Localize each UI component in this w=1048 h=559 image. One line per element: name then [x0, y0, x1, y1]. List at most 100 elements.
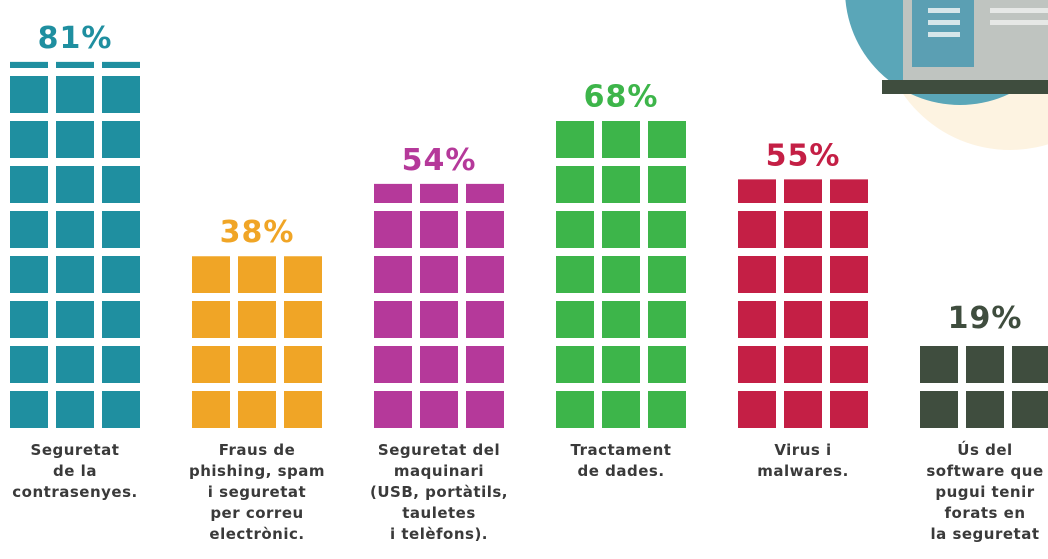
bar: [374, 166, 504, 428]
line: [928, 20, 960, 25]
bar-block: [784, 301, 822, 338]
bar-block: [56, 391, 94, 428]
bar-block: [648, 121, 686, 158]
bar-block: [420, 211, 458, 248]
bar-block: [738, 301, 776, 338]
bar-block: [602, 121, 640, 158]
bar-block: [10, 346, 48, 383]
bar-block: [420, 256, 458, 293]
bar-block: [102, 76, 140, 113]
bar-block: [466, 256, 504, 293]
bar-block: [466, 391, 504, 428]
bar-block: [920, 346, 958, 383]
bar: [920, 346, 1048, 428]
bar-block: [784, 391, 822, 428]
bar-block: [1012, 346, 1048, 383]
bar-block: [966, 346, 1004, 383]
category-label: Fraus de phishing, spam i seguretat per …: [172, 440, 342, 545]
bar-block: [830, 346, 868, 383]
bar-block: [920, 391, 958, 428]
bar-block: [830, 301, 868, 338]
laptop-base: [882, 80, 1048, 94]
bar-block: [192, 391, 230, 428]
bar-block: [602, 301, 640, 338]
bar-block: [556, 391, 594, 428]
bar-block: [284, 346, 322, 383]
bar: [10, 31, 140, 428]
bar-block: [466, 301, 504, 338]
bar-block: [602, 256, 640, 293]
bar: [192, 256, 322, 428]
category-label: Tractament de dades.: [536, 440, 706, 482]
bar-block: [10, 256, 48, 293]
bar-block: [738, 211, 776, 248]
value-label: 38%: [220, 215, 295, 250]
bar-block: [284, 301, 322, 338]
bar-block: [648, 256, 686, 293]
bar-block: [192, 346, 230, 383]
bar-block: [602, 391, 640, 428]
bar-block: [284, 391, 322, 428]
bar-block: [648, 346, 686, 383]
bar-block: [830, 391, 868, 428]
category-label: Ús del software que pugui tenir forats e…: [900, 440, 1048, 545]
category-label: Virus i malwares.: [718, 440, 888, 482]
bar-block: [374, 346, 412, 383]
bar-block: [648, 166, 686, 203]
bar-block: [238, 301, 276, 338]
bar-block: [556, 256, 594, 293]
bar-block: [420, 301, 458, 338]
bar-block: [284, 256, 322, 293]
bar-block: [556, 346, 594, 383]
bar-block: [102, 166, 140, 203]
bar-block: [648, 301, 686, 338]
bar-block: [602, 346, 640, 383]
bar-block: [56, 166, 94, 203]
bar-block: [738, 256, 776, 293]
laptop-illustration: [845, 0, 1048, 150]
bar-block: [102, 346, 140, 383]
category-label: Seguretat de la contrasenyes.: [0, 440, 160, 503]
bar-block: [192, 301, 230, 338]
bar-block: [738, 346, 776, 383]
bar-block: [10, 301, 48, 338]
bar-block: [420, 391, 458, 428]
value-label: 68%: [584, 80, 659, 115]
bar: [738, 166, 868, 428]
bar-block: [374, 256, 412, 293]
bar-block: [648, 211, 686, 248]
bar-block: [56, 121, 94, 158]
value-label: 81%: [38, 21, 113, 56]
bar-block: [238, 346, 276, 383]
bar-block: [56, 256, 94, 293]
bar-block: [238, 391, 276, 428]
bar-block: [10, 76, 48, 113]
bar-block: [830, 211, 868, 248]
value-label: 55%: [766, 138, 841, 173]
line: [990, 20, 1048, 25]
bar-block: [374, 391, 412, 428]
bar-block: [556, 211, 594, 248]
bar: [556, 121, 686, 428]
bar-block: [56, 346, 94, 383]
bar-block: [466, 346, 504, 383]
bar-block: [10, 121, 48, 158]
line: [990, 8, 1048, 13]
bar-block: [10, 166, 48, 203]
bar-block: [648, 391, 686, 428]
bar-block: [102, 121, 140, 158]
bar-block: [784, 256, 822, 293]
bar-block: [102, 256, 140, 293]
bar-block: [556, 166, 594, 203]
bar-block: [556, 301, 594, 338]
bar-block: [56, 301, 94, 338]
bar-block: [102, 301, 140, 338]
bar-block: [374, 211, 412, 248]
bar-block: [420, 346, 458, 383]
line: [928, 32, 960, 37]
bar-block: [830, 256, 868, 293]
bar-block: [602, 211, 640, 248]
value-label: 54%: [402, 143, 477, 178]
bar-block: [556, 121, 594, 158]
bar-block: [102, 391, 140, 428]
